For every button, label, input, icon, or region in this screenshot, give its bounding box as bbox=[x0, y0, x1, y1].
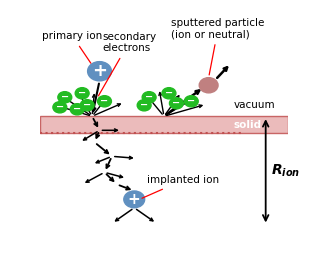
Text: $\bfit{R}_{ion}$: $\bfit{R}_{ion}$ bbox=[271, 163, 300, 179]
Text: vacuum: vacuum bbox=[234, 100, 275, 110]
Text: −: − bbox=[83, 100, 91, 110]
Text: solid: solid bbox=[234, 120, 261, 130]
Bar bbox=[40, 116, 288, 133]
Text: secondary
electrons: secondary electrons bbox=[99, 32, 156, 96]
Circle shape bbox=[80, 100, 94, 111]
Circle shape bbox=[124, 191, 145, 208]
Circle shape bbox=[88, 62, 111, 81]
Text: primary ion: primary ion bbox=[43, 31, 103, 63]
Circle shape bbox=[184, 96, 198, 107]
Text: −: − bbox=[73, 104, 81, 114]
Text: −: − bbox=[165, 88, 173, 98]
Text: −: − bbox=[145, 92, 153, 102]
Text: −: − bbox=[172, 98, 180, 108]
Text: +: + bbox=[128, 192, 140, 207]
Text: +: + bbox=[92, 62, 107, 80]
Circle shape bbox=[199, 78, 218, 93]
Text: −: − bbox=[140, 100, 148, 110]
Text: −: − bbox=[56, 102, 64, 112]
Circle shape bbox=[53, 102, 67, 113]
Circle shape bbox=[98, 96, 111, 107]
Circle shape bbox=[75, 88, 89, 99]
Text: −: − bbox=[61, 92, 69, 102]
Circle shape bbox=[58, 92, 72, 103]
Text: −: − bbox=[78, 88, 86, 98]
Circle shape bbox=[162, 88, 176, 99]
Circle shape bbox=[70, 104, 84, 115]
Text: −: − bbox=[100, 96, 108, 106]
Text: −: − bbox=[187, 96, 195, 106]
Circle shape bbox=[137, 100, 151, 111]
Text: sputtered particle
(ion or neutral): sputtered particle (ion or neutral) bbox=[172, 18, 265, 75]
Circle shape bbox=[170, 98, 183, 109]
Circle shape bbox=[142, 92, 156, 103]
Text: implanted ion: implanted ion bbox=[142, 175, 219, 198]
